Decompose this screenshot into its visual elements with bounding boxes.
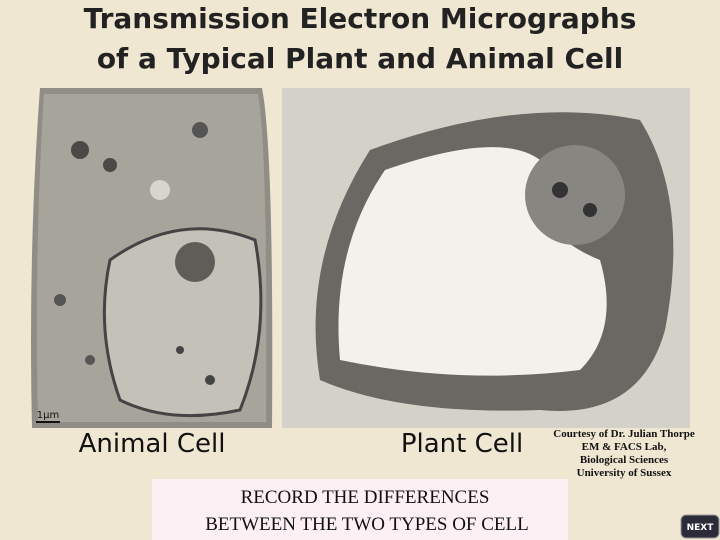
image-label: Animal Cell [79, 429, 226, 459]
credit-line: University of Sussex [577, 467, 672, 479]
instruction-line: RECORD THE DIFFERENCES [241, 487, 490, 508]
animal-micrograph [31, 88, 273, 428]
credit-line: Biological Sciences [580, 454, 669, 466]
next-button-bg[interactable] [680, 514, 720, 539]
image-label: Plant Cell [401, 429, 523, 459]
plant-micrograph [282, 88, 690, 428]
title-line: of a Typical Plant and Animal Cell [97, 42, 623, 75]
instruction-line: BETWEEN THE TWO TYPES OF CELL [205, 514, 529, 535]
next-button[interactable]: NEXT [680, 514, 720, 539]
instruction-box [152, 479, 568, 540]
credit-line: Courtesy of Dr. Julian Thorpe [553, 428, 695, 440]
credit-line: EM & FACS Lab, [582, 441, 667, 453]
title-line: Transmission Electron Micrographs [84, 2, 637, 35]
next-button-label[interactable]: NEXT [687, 523, 715, 533]
scale-bar-label: 1µm [37, 410, 59, 421]
